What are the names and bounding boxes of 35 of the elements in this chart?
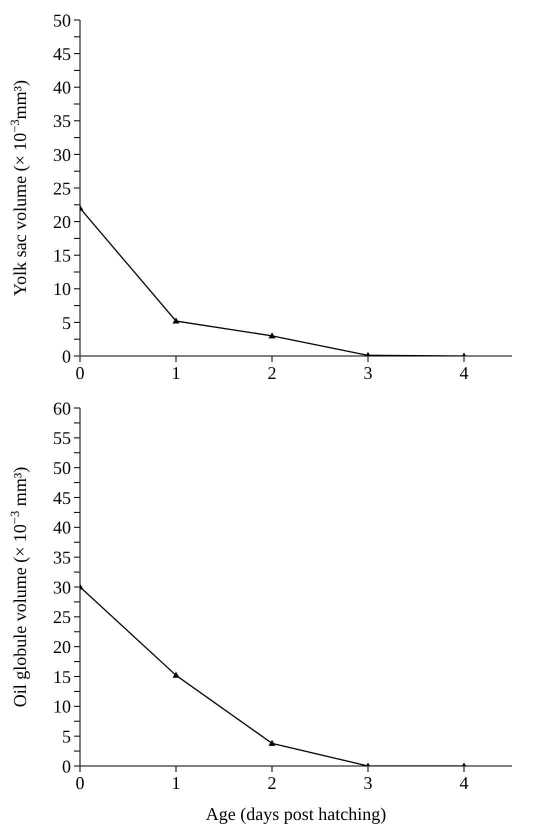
y-tick-label: 45: [53, 44, 71, 64]
x-tick-label: 4: [460, 772, 468, 793]
y-tick-label: 20: [53, 212, 71, 232]
y-tick-label: 5: [62, 726, 71, 747]
x-tick-label: 2: [268, 362, 276, 383]
x-tick-label: 0: [76, 772, 84, 793]
y-tick-label: 25: [53, 607, 71, 628]
x-axis-title: Age (days post hatching): [206, 804, 386, 824]
y-tick-label: 10: [53, 279, 71, 300]
y-tick-label: 35: [53, 548, 71, 568]
y-tick-label: 10: [53, 696, 71, 717]
y-tick-label: 35: [53, 111, 71, 132]
y-tick-label: 40: [53, 518, 71, 538]
x-tick-label: 3: [364, 362, 372, 383]
x-tick-label: 1: [172, 772, 180, 793]
y-tick-label: 40: [53, 78, 71, 98]
x-tick-label: 3: [364, 772, 372, 793]
y-tick-label: 15: [53, 246, 71, 266]
y-tick-label: 60: [53, 398, 71, 418]
y-tick-label: 50: [53, 458, 71, 478]
y-tick-label: 30: [53, 144, 71, 165]
y-tick-label: 45: [53, 488, 71, 508]
y-tick-label: 55: [53, 428, 71, 448]
y-tick-label: 15: [53, 666, 71, 687]
x-tick-label: 0: [76, 362, 84, 383]
y-tick-label: 20: [53, 637, 71, 658]
x-tick-label: 1: [172, 362, 180, 383]
y-tick-label: 50: [53, 10, 71, 30]
y-tick-label: 0: [62, 346, 71, 366]
y-tick-label: 30: [53, 577, 71, 598]
y-tick-label: 5: [62, 312, 71, 333]
x-tick-label: 2: [268, 772, 276, 793]
y-tick-label: 25: [53, 178, 71, 198]
x-tick-label: 4: [460, 362, 468, 383]
y-tick-label: 0: [62, 756, 71, 776]
